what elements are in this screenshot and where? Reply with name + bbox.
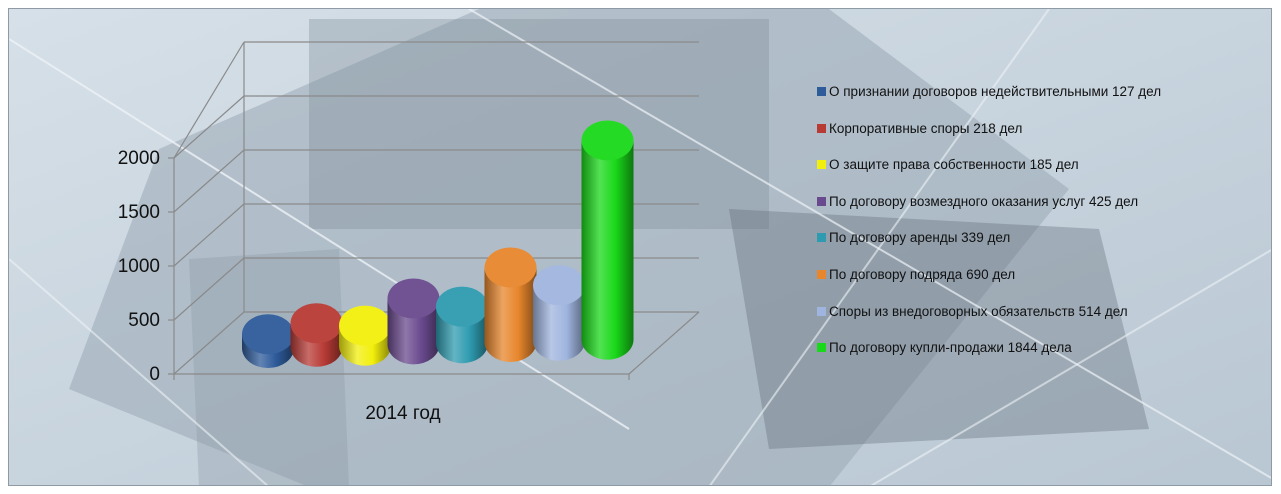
chart-legend: О признании договоров недействительными …: [817, 83, 1267, 376]
side-gridline: [173, 95, 245, 159]
bar-top: [436, 286, 488, 327]
chart-container: 0 500 1000 1500 2000 2014 год О признании дог…: [8, 8, 1272, 486]
legend-item: О защите права собственности 185 дел: [817, 156, 1267, 193]
bar-body: [484, 267, 537, 362]
bar-top: [387, 278, 440, 319]
legend-label: Корпоративные споры 218 дел: [829, 120, 1023, 136]
legend-swatch: [817, 160, 826, 170]
bar-cylinder: [533, 265, 585, 361]
legend-item: По договору возмездного оказания услуг 4…: [817, 193, 1267, 230]
legend-item: О признании договоров недействительными …: [817, 83, 1267, 120]
legend-swatch: [817, 123, 826, 133]
legend-swatch: [817, 233, 826, 243]
legend-swatch: [817, 269, 826, 279]
side-gridline: [173, 311, 245, 375]
bar-top: [484, 247, 537, 288]
bar-top: [533, 265, 585, 306]
legend-item: По договору купли-продажи 1844 дела: [817, 339, 1267, 376]
side-gridline: [173, 203, 245, 267]
legend-item: По договору подряда 690 дел: [817, 266, 1267, 303]
y-tick-label: 0: [149, 364, 160, 385]
floor-edge: [628, 311, 700, 375]
bar-body: [533, 285, 585, 361]
y-tick-label: 2000: [118, 148, 160, 169]
bar-cylinder: [581, 120, 634, 360]
side-gridline: [173, 41, 245, 159]
legend-label: По договору купли-продажи 1844 дела: [829, 340, 1072, 356]
bar-top: [339, 305, 391, 346]
bar-top: [290, 303, 343, 344]
legend-item: По договору аренды 339 дел: [817, 229, 1267, 266]
bar-top: [242, 314, 294, 355]
bar-cylinder: [339, 305, 391, 366]
bar-cylinder: [387, 278, 440, 365]
legend-item: Споры из внедоговорных обязательств 514 …: [817, 303, 1267, 340]
legend-label: Споры из внедоговорных обязательств 514 …: [829, 303, 1128, 319]
side-gridline: [173, 257, 245, 321]
legend-label: О признании договоров недействительными …: [829, 84, 1162, 99]
legend-swatch: [817, 343, 826, 353]
bar-cylinder: [290, 303, 343, 367]
bar-cylinder: [242, 314, 294, 368]
legend-item: Корпоративные споры 218 дел: [817, 120, 1267, 157]
legend-label: По договору возмездного оказания услуг 4…: [829, 193, 1139, 209]
legend-label: По договору подряда 690 дел: [829, 266, 1016, 282]
side-gridline: [173, 149, 245, 213]
y-tick-label: 1500: [118, 202, 160, 223]
bar-cylinder: [436, 286, 488, 364]
legend-label: О защите права собственности 185 дел: [829, 157, 1079, 173]
y-tick-label: 1000: [118, 256, 160, 277]
legend-swatch: [817, 87, 826, 96]
bar-cylinder: [484, 247, 537, 362]
legend-label: По договору аренды 339 дел: [829, 230, 1011, 246]
x-category-label: 2014 год: [365, 403, 440, 424]
legend-swatch: [817, 196, 826, 206]
bar-body: [581, 140, 634, 360]
bar-top: [581, 120, 634, 161]
legend-swatch: [817, 306, 826, 316]
y-tick-label: 500: [128, 310, 160, 331]
